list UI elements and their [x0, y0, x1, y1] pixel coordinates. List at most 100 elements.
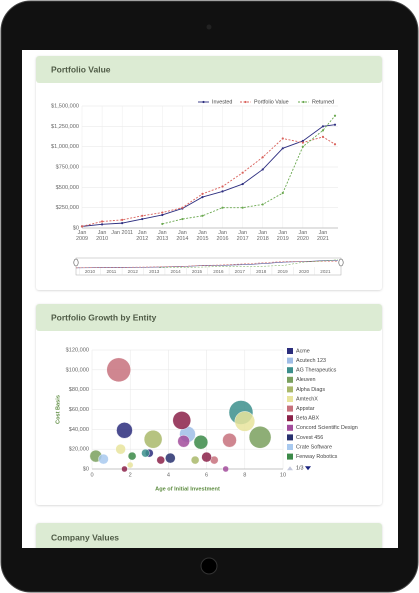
legend-label: Aleuven [296, 377, 315, 383]
bubble [141, 448, 150, 458]
card-bg [36, 56, 382, 290]
x-tick-label-box: Jan 2020 [296, 230, 309, 243]
legend-swatch [287, 357, 293, 364]
card: Portfolio Value [36, 56, 382, 290]
point [121, 218, 124, 221]
bubble [165, 452, 176, 464]
legend-marker [302, 100, 305, 104]
bubble [234, 411, 256, 432]
x-tick-label-box: Jan 2018 [256, 230, 269, 243]
legend-label: Invested [212, 99, 232, 105]
bubble [106, 357, 131, 383]
x-tick-label: Jan 2012 [136, 230, 149, 243]
y-tick-label: $250,000 [56, 205, 79, 211]
x-tick-label: 2 [129, 472, 132, 478]
point [261, 168, 264, 171]
y-tick-label: $1,250,000 [51, 124, 79, 130]
x-tick-label: 6 [205, 472, 208, 478]
x-tick-label-box: Jan 2021 [317, 230, 329, 242]
x-tick-label: Jan 2019 [276, 230, 289, 243]
x-tick-label-box: Jan 2011 [111, 230, 134, 236]
point [281, 191, 284, 195]
card: Portfolio Growth by Entity [36, 304, 382, 505]
navigator-label: 2017 [235, 269, 246, 274]
bubble [116, 422, 133, 439]
x-tick-label-box: Jan 2009 [76, 230, 88, 242]
legend-swatch [287, 405, 293, 412]
home-button[interactable] [200, 557, 218, 575]
point [301, 141, 304, 144]
x-tick-label: Jan 2020 [296, 230, 309, 243]
x-tick-label-box: Jan 2013 [156, 230, 168, 242]
axis-title: Cost Basis [55, 395, 61, 424]
legend-label: Acme [296, 348, 310, 354]
bubble [248, 426, 272, 449]
point [221, 190, 224, 193]
point [201, 214, 204, 217]
point [181, 206, 184, 209]
legend-label: Crate Software [296, 444, 332, 450]
legend-label: Portfolio Value [254, 99, 289, 105]
legend-label: Acutech 123 [296, 358, 326, 364]
point [161, 222, 164, 226]
x-tick-label-box: Jan 2016 [216, 230, 229, 243]
y-tick-label: $0 [73, 225, 79, 231]
bubble [222, 465, 229, 473]
legend-swatch [287, 434, 293, 441]
legend-next[interactable] [305, 466, 311, 471]
legend-label: Fenway Robotics [296, 454, 338, 460]
bubble [193, 435, 209, 450]
navigator-handle[interactable] [338, 258, 344, 267]
card-header [36, 523, 382, 548]
x-tick-label-box: Jan 2010 [96, 230, 108, 242]
x-tick-label: 8 [243, 472, 246, 478]
x-tick-label-box: Jan 2014 [176, 230, 188, 242]
legend-label: Alpha Diags [296, 387, 325, 393]
bubble [222, 433, 237, 448]
point [141, 214, 144, 217]
legend-label: AmtechX [296, 396, 318, 402]
y-tick-label: $100,000 [66, 367, 89, 373]
legend-swatch [287, 348, 293, 354]
x-tick-label: Jan 2011 [111, 230, 134, 236]
x-tick-label: Jan 2016 [216, 230, 229, 243]
point [100, 223, 104, 226]
bubble [115, 443, 126, 455]
x-tick-label: 4 [167, 472, 170, 478]
bubble [201, 451, 212, 463]
legend-swatch [287, 396, 293, 402]
bubble [98, 453, 109, 465]
card-bg [36, 304, 382, 505]
y-tick-label: $1,000,000 [51, 144, 79, 150]
point [221, 185, 224, 188]
navigator-label: 2015 [192, 269, 203, 274]
point [301, 145, 304, 148]
navigator-handle[interactable] [73, 258, 79, 267]
camera [206, 24, 212, 30]
legend-swatch [287, 386, 293, 393]
point [100, 220, 104, 223]
point [161, 213, 164, 217]
bubble [143, 430, 163, 449]
point [333, 114, 337, 117]
x-tick-label: Jan 2018 [256, 230, 269, 243]
point [181, 217, 184, 221]
x-tick-label: Jan 2017 [236, 230, 249, 243]
point [261, 203, 264, 206]
navigator-line [75, 261, 338, 269]
bubble [126, 461, 134, 469]
point [261, 156, 264, 159]
y-tick-label: $80,000 [69, 387, 89, 393]
navigator-label: 2016 [213, 269, 224, 274]
x-tick-label: 10 [280, 472, 286, 478]
legend-marker [202, 100, 205, 104]
y-tick-label: $500,000 [56, 185, 79, 191]
legend-label: Appstar [296, 406, 315, 412]
legend-swatch [287, 453, 293, 460]
legend-label: Covest 456 [296, 435, 323, 441]
navigator-label: 2014 [170, 269, 181, 274]
navigator-label: 2018 [256, 269, 267, 274]
legend-prev[interactable] [287, 466, 293, 471]
point [201, 195, 204, 199]
